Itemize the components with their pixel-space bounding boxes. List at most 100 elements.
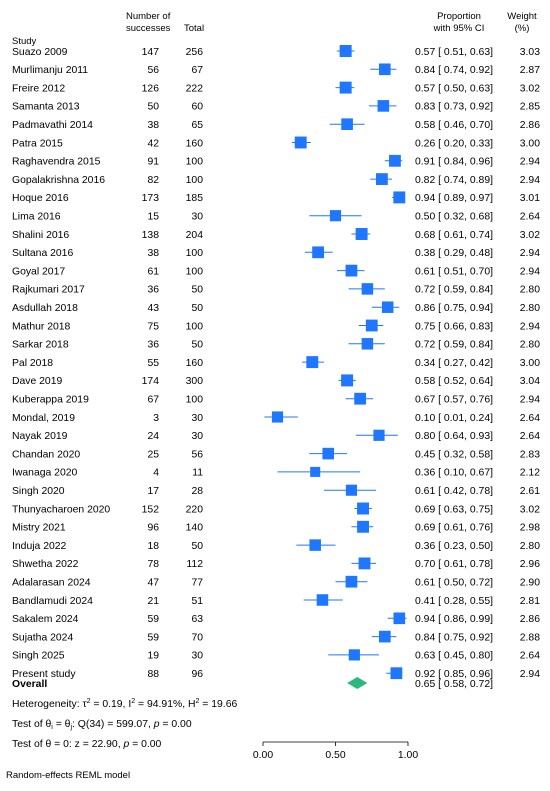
study-ci-text: 0.82 [ 0.74, 0.89] [415,175,493,186]
study-successes: 38 [147,248,159,259]
study-ci-text: 0.86 [ 0.75, 0.94] [415,303,493,314]
p-value-1: = 0.00 [160,719,192,730]
study-marker [375,173,388,186]
study-marker [361,283,374,295]
study-ci-text: 0.72 [ 0.59, 0.84] [415,340,493,351]
study-weight: 2.86 [520,120,540,131]
study-name: Asdullah 2018 [12,303,78,314]
study-name: Lima 2016 [12,212,61,223]
study-name: Sultana 2016 [12,248,73,259]
study-weight: 2.94 [520,157,540,168]
study-ci-text: 0.50 [ 0.32, 0.68] [415,212,493,223]
study-successes: 67 [147,395,159,406]
study-name: Adalarasan 2024 [12,578,91,589]
header-total: Total [184,23,204,34]
study-name: Gopalakrishna 2016 [12,175,105,186]
study-total: 30 [191,413,203,424]
h2-symbol: H [188,699,196,710]
study-total: 100 [186,248,204,259]
study-ci-text: 0.38 [ 0.29, 0.48] [415,248,493,259]
study-successes: 19 [147,651,159,662]
study-weight: 2.94 [520,175,540,186]
study-total: 77 [191,578,203,589]
study-successes: 126 [142,83,160,94]
study-name: Shalini 2016 [12,230,69,241]
study-ci-text: 0.36 [ 0.10, 0.67] [415,468,493,479]
study-name: Rajkumari 2017 [12,285,85,296]
study-successes: 25 [147,449,159,460]
study-weight: 2.94 [520,669,540,680]
study-successes: 56 [147,65,159,76]
study-name: Shwetha 2022 [12,559,79,570]
study-weight: 2.12 [520,468,540,479]
study-ci-text: 0.94 [ 0.89, 0.97] [415,193,493,204]
study-successes: 43 [147,303,159,314]
study-marker [312,246,325,259]
study-total: 222 [186,83,204,94]
overall-diamond [347,677,368,689]
footnote: Random-effects REML model [6,770,130,781]
study-weight: 2.64 [520,651,540,662]
study-total: 100 [186,175,204,186]
study-successes: 173 [142,193,160,204]
study-ci-text: 0.75 [ 0.66, 0.83] [415,321,493,332]
study-name: Mistry 2021 [12,523,66,534]
study-marker [345,264,358,277]
overall-label: Overall [12,679,47,690]
study-ci-text: 0.70 [ 0.61, 0.78] [415,559,493,570]
study-weight: 2.94 [520,321,540,332]
study-ci-text: 0.72 [ 0.59, 0.84] [415,285,493,296]
study-weight: 2.61 [520,486,540,497]
study-total: 204 [186,230,204,241]
study-name: Sakalem 2024 [12,614,79,625]
study-successes: 75 [147,321,159,332]
study-successes: 21 [147,596,159,607]
header-weight-line1: Weight [507,11,537,22]
study-marker [361,338,374,350]
header-ci-line2: with 95% CI [433,23,485,34]
study-marker [310,466,321,477]
sub-j: j [69,724,72,731]
study-weight: 3.02 [520,83,540,94]
study-successes: 91 [147,157,159,168]
header-successes-line1: Number of [126,11,171,22]
study-weight: 2.90 [520,578,540,589]
study-successes: 174 [142,376,160,387]
study-total: 50 [191,303,203,314]
header-weight-line2: (%) [515,23,530,34]
heterogeneity-text: Heterogeneity: τ2 = 0.19, I2 = 94.91%, H… [12,698,237,710]
study-total: 160 [186,138,204,149]
study-successes: 38 [147,120,159,131]
test-theta-i-suffix: : Q(34) = 599.07, [72,719,154,730]
header-successes-line2: successes [126,23,171,34]
study-marker [348,649,360,661]
study-weight: 2.86 [520,614,540,625]
study-marker [390,667,403,680]
study-ci-text: 0.61 [ 0.42, 0.78] [415,486,493,497]
i2-value: = 94.91%, [135,699,188,710]
test-theta-i-text: Test of θi = θj: Q(34) = 599.07, p = 0.0… [12,719,192,731]
header-ci-line1: Proportion [437,11,481,22]
study-name: Mondal, 2019 [12,413,75,424]
study-total: 11 [192,468,203,479]
study-ci-text: 0.94 [ 0.86, 0.99] [415,614,493,625]
study-marker [378,63,391,76]
x-tick-label: 1.00 [398,750,418,761]
study-weight: 2.94 [520,395,540,406]
study-successes: 59 [147,632,159,643]
study-marker [309,539,321,551]
study-marker [339,45,352,57]
study-successes: 24 [147,431,159,442]
study-marker [341,118,353,131]
study-ci-text: 0.92 [ 0.85, 0.96] [415,669,493,680]
study-name: Samanta 2013 [12,102,80,113]
study-name: Patra 2015 [12,138,63,149]
study-marker [393,612,406,625]
study-weight: 3.00 [520,138,540,149]
study-total: 50 [191,340,203,351]
study-marker [341,374,354,387]
overall-ci-text: 0.65 [ 0.58, 0.72] [415,679,493,690]
heterogeneity-prefix: Heterogeneity: [12,699,82,710]
study-weight: 2.83 [520,449,540,460]
study-name: Raghavendra 2015 [12,157,101,168]
